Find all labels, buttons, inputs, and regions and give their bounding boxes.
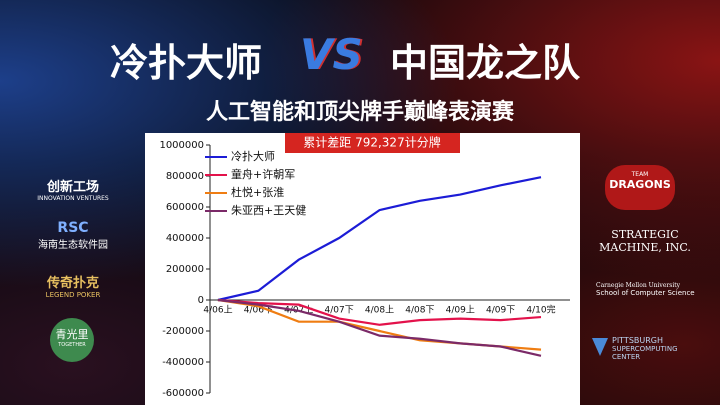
series-line bbox=[217, 298, 542, 326]
y-tick-label: -600000 bbox=[162, 388, 204, 399]
sponsor: 传奇扑克 LEGEND POKER bbox=[28, 272, 118, 299]
sponsor-sub: 海南生态软件园 bbox=[38, 240, 108, 251]
sponsor-sub: TEAM bbox=[631, 171, 649, 178]
sponsor: 创新工场 INNOVATION VENTURES bbox=[28, 176, 118, 202]
sponsor: STRATEGIC MACHINE, INC. bbox=[590, 228, 700, 254]
y-tick-label: 1000000 bbox=[159, 140, 204, 151]
sponsor-sub: SUPERCOMPUTING CENTER bbox=[612, 345, 678, 361]
x-tick-label: 4/10完 bbox=[526, 304, 555, 316]
x-tick-label: 4/09下 bbox=[486, 306, 515, 316]
x-tick-label: 4/09上 bbox=[446, 305, 475, 316]
legend-label: 朱亚西+王天健 bbox=[231, 204, 306, 217]
sponsor-name: DRAGONS bbox=[609, 178, 671, 191]
y-tick-label: -200000 bbox=[162, 326, 204, 337]
y-tick-label: -400000 bbox=[162, 357, 204, 368]
y-tick-label: 400000 bbox=[166, 233, 204, 244]
sponsor: Carnegie Mellon University School of Comp… bbox=[596, 282, 706, 297]
series-line bbox=[217, 298, 542, 357]
sponsor-name: STRATEGIC bbox=[611, 228, 679, 241]
chart: 累计差距 792,327计分牌 -600000 -400000 -200000 0 20… bbox=[145, 133, 580, 405]
series-line bbox=[217, 176, 542, 302]
logo-shape bbox=[592, 338, 608, 356]
title-left: 冷扑大师 bbox=[110, 41, 263, 85]
x-tick-label: 4/07下 bbox=[325, 306, 354, 316]
y-tick-label: 800000 bbox=[166, 171, 204, 182]
sponsor-name: 传奇扑克 bbox=[46, 276, 99, 291]
sponsor-sub: INNOVATION VENTURES bbox=[37, 195, 109, 202]
y-tick-label: 0 bbox=[198, 295, 204, 306]
y-tick-label: 200000 bbox=[166, 264, 204, 275]
x-tick-label: 4/06上 bbox=[203, 305, 232, 316]
legend-label: 冷扑大师 bbox=[231, 149, 275, 163]
badge-text: 累计差距 792,327计分牌 bbox=[303, 136, 440, 150]
sponsor: 青光里 TOGETHER bbox=[50, 318, 94, 362]
legend-label: 杜悦+张淮 bbox=[231, 185, 284, 199]
subtitle: 人工智能和顶尖牌手巅峰表演赛 bbox=[205, 100, 514, 125]
sponsor-sub: TOGETHER bbox=[58, 342, 86, 348]
badge bbox=[285, 133, 460, 153]
sponsor-name: Carnegie Mellon University bbox=[596, 282, 681, 289]
sponsor-name: RSC bbox=[57, 220, 89, 236]
legend-label: 童舟+许朝军 bbox=[231, 167, 295, 181]
sponsor-name: 创新工场 bbox=[46, 180, 99, 195]
x-tick-label: 4/08上 bbox=[365, 305, 394, 316]
sponsor: RSC 海南生态软件园 bbox=[28, 220, 118, 251]
sponsor-sub: LEGEND POKER bbox=[45, 291, 101, 299]
sponsor-name: PITTSBURGH bbox=[612, 336, 664, 345]
title-vs: VS bbox=[300, 30, 363, 79]
sponsor-sub: MACHINE, INC. bbox=[599, 241, 691, 254]
sponsor: TEAM DRAGONS bbox=[605, 165, 675, 210]
sponsor-name: 青光里 bbox=[55, 328, 89, 341]
sponsor-sub: School of Computer Science bbox=[596, 289, 695, 297]
title-right: 中国龙之队 bbox=[390, 41, 581, 85]
x-tick-label: 4/08下 bbox=[405, 306, 434, 316]
chart-background bbox=[145, 133, 580, 405]
y-tick-label: 600000 bbox=[166, 202, 204, 213]
sponsor: PITTSBURGH SUPERCOMPUTING CENTER bbox=[592, 336, 697, 361]
x-tick-label: 4/06下 bbox=[244, 306, 273, 316]
